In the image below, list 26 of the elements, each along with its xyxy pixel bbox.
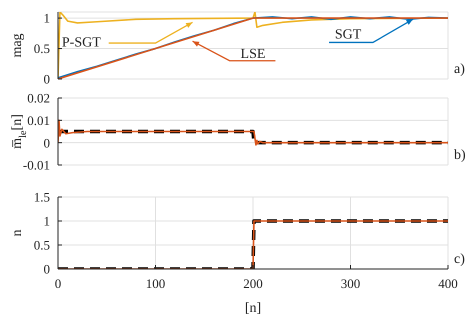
y-tick-label: -0.01	[22, 158, 50, 173]
y-tick-label: 0.5	[34, 238, 50, 253]
y-tick-label: 0	[44, 262, 50, 277]
x-tick-label: 0	[54, 276, 62, 292]
series-label: P-SGT	[62, 35, 102, 50]
series-label: SGT	[334, 27, 362, 42]
text: c)	[454, 252, 466, 267]
y-tick-label: 0.02	[27, 90, 50, 106]
y-tick-label: 0	[44, 135, 50, 150]
series-label: LSE	[240, 46, 266, 62]
y-axis-title: mag	[10, 33, 26, 58]
x-tick-label: 300	[340, 276, 360, 292]
y-tick-label: 0	[44, 72, 50, 87]
text: a)	[454, 62, 466, 77]
x-axis-title: [n]	[244, 301, 262, 316]
text: b)	[454, 148, 466, 163]
y-tick-label: 0.5	[34, 41, 50, 56]
y-tick-label: 1	[44, 214, 50, 229]
y-axis-title: n	[10, 230, 26, 236]
y-tick-label: 0.01	[27, 112, 50, 128]
y-tick-label: 1	[44, 10, 50, 26]
x-tick-label: 400	[438, 276, 458, 292]
line-series	[58, 120, 448, 146]
y-tick-label: 1.5	[34, 190, 50, 205]
x-tick-label: 200	[243, 276, 263, 292]
x-tick-label: 100	[146, 276, 166, 292]
